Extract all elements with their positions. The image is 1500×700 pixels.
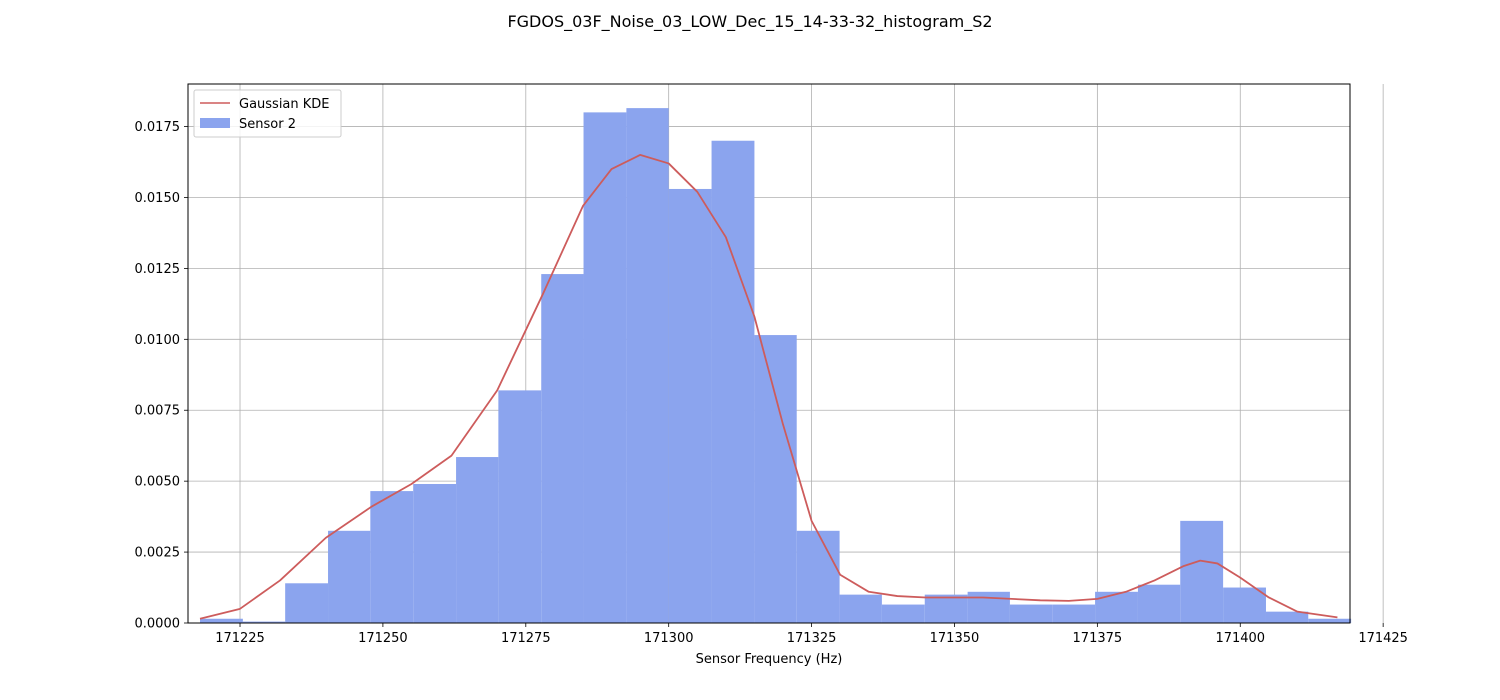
histogram-bar bbox=[200, 618, 243, 623]
histogram-bar bbox=[498, 390, 542, 623]
histogram-bar bbox=[583, 112, 627, 624]
histogram-bar bbox=[1137, 584, 1181, 623]
kde-line-group bbox=[199, 154, 1338, 620]
x-tick-label: 171375 bbox=[1073, 631, 1123, 646]
histogram-bar bbox=[881, 604, 925, 623]
histogram-bar bbox=[541, 274, 584, 623]
histogram-bar bbox=[1052, 604, 1096, 623]
x-axis: 171225 171250 171275 171300 171325 171350 1713… bbox=[215, 623, 1408, 646]
x-tick-label: 171425 bbox=[1358, 631, 1408, 646]
y-tick-label: 0.0100 bbox=[135, 333, 181, 348]
histogram-bar bbox=[456, 457, 499, 623]
x-tick-label: 171400 bbox=[1215, 631, 1265, 646]
histogram-bar bbox=[967, 591, 1010, 623]
histogram-bar bbox=[1095, 591, 1138, 623]
histogram-bar bbox=[1265, 611, 1309, 623]
histogram-bar bbox=[668, 188, 712, 623]
histogram-bar bbox=[413, 483, 457, 623]
y-tick-label: 0.0000 bbox=[135, 617, 181, 632]
y-tick-label: 0.0050 bbox=[135, 475, 181, 490]
histogram-bar bbox=[1223, 587, 1266, 623]
x-tick-label: 171225 bbox=[215, 631, 265, 646]
histogram-bar bbox=[285, 583, 329, 623]
histogram-bar bbox=[839, 594, 882, 623]
histogram-bar bbox=[626, 108, 669, 623]
y-tick-label: 0.0150 bbox=[135, 191, 181, 206]
legend-sensor-swatch bbox=[200, 118, 230, 128]
y-tick-label: 0.0175 bbox=[135, 120, 181, 135]
x-axis-label: Sensor Frequency (Hz) bbox=[696, 652, 843, 667]
kde-line bbox=[199, 154, 1338, 620]
histogram-bar bbox=[711, 140, 755, 623]
x-tick-label: 171325 bbox=[787, 631, 837, 646]
x-tick-label: 171350 bbox=[930, 631, 980, 646]
histogram-bar bbox=[1180, 520, 1224, 623]
y-tick-label: 0.0075 bbox=[135, 404, 181, 419]
plot-frame bbox=[187, 83, 1351, 624]
legend-kde-label: Gaussian KDE bbox=[239, 97, 330, 112]
histogram-bar bbox=[924, 594, 968, 623]
y-tick-label: 0.0125 bbox=[135, 262, 181, 277]
histogram-bar bbox=[242, 621, 286, 623]
legend-sensor-label: Sensor 2 bbox=[239, 117, 296, 132]
histogram-bar bbox=[1308, 618, 1352, 623]
y-tick-label: 0.0025 bbox=[135, 546, 181, 561]
x-tick-label: 171250 bbox=[358, 631, 408, 646]
legend: Gaussian KDE Sensor 2 bbox=[193, 89, 342, 138]
y-axis: 0.0000 0.0025 0.0050 0.0075 0.0100 0.0125 0.01… bbox=[135, 120, 188, 632]
histogram-bar bbox=[370, 491, 414, 623]
x-tick-label: 171275 bbox=[501, 631, 551, 646]
histogram-bar bbox=[1009, 604, 1053, 623]
x-tick-label: 171300 bbox=[644, 631, 694, 646]
legend-box bbox=[193, 89, 342, 138]
histogram-bar bbox=[754, 335, 797, 623]
chart-title: FGDOS_03F_Noise_03_LOW_Dec_15_14-33-32_h… bbox=[507, 12, 992, 32]
histogram-bar bbox=[796, 530, 840, 623]
histogram-bar bbox=[328, 530, 371, 623]
histogram-bars bbox=[200, 108, 1352, 624]
